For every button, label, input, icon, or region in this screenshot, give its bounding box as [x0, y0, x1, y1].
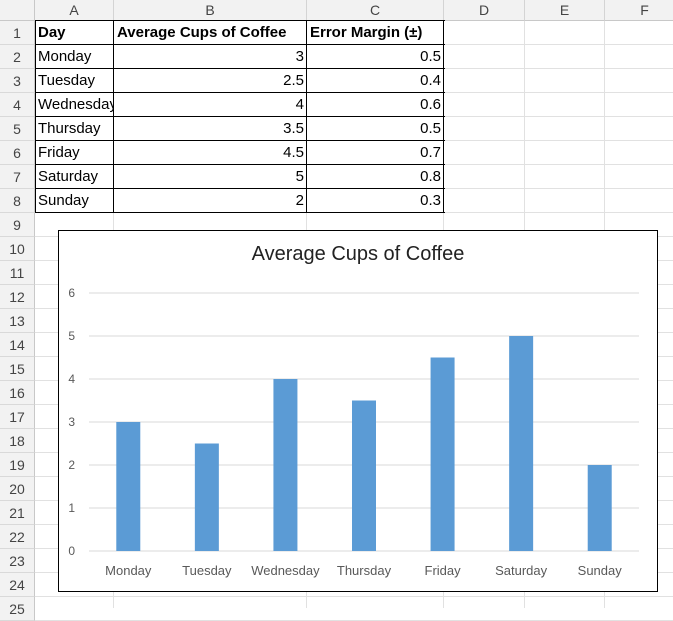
table-cell[interactable]: Wednesday: [35, 93, 114, 117]
column-header-b[interactable]: B: [114, 0, 307, 21]
y-tick-label: 5: [68, 329, 75, 343]
y-tick-label: 1: [68, 501, 75, 515]
row-header-4[interactable]: 4: [0, 93, 35, 117]
row-header-16[interactable]: 16: [0, 381, 35, 405]
table-border: [35, 20, 445, 21]
table-cell[interactable]: Sunday: [35, 189, 114, 213]
table-cell[interactable]: Thursday: [35, 117, 114, 141]
table-border: [35, 92, 445, 93]
row-header-23[interactable]: 23: [0, 549, 35, 573]
table-cell[interactable]: Tuesday: [35, 69, 114, 93]
table-border: [35, 116, 445, 117]
row-header-14[interactable]: 14: [0, 333, 35, 357]
row-header-12[interactable]: 12: [0, 285, 35, 309]
x-tick-label: Saturday: [495, 563, 548, 578]
x-tick-label: Monday: [105, 563, 152, 578]
table-cell[interactable]: 0.7: [307, 141, 444, 165]
row-header-18[interactable]: 18: [0, 429, 35, 453]
plot-area: 0 1 2 3 4 5 6 Monday Tuesday Wednesday Thursday Fri…: [68, 286, 639, 578]
row-header-21[interactable]: 21: [0, 501, 35, 525]
row-header-17[interactable]: 17: [0, 405, 35, 429]
bar-monday: [116, 422, 141, 551]
x-tick-label: Thursday: [337, 563, 392, 578]
table-header-cell[interactable]: Error Margin (±): [307, 21, 444, 45]
bar-wednesday: [273, 379, 298, 551]
row-header-9[interactable]: 9: [0, 213, 35, 237]
bar-friday: [430, 357, 455, 551]
table-cell[interactable]: 2: [114, 189, 307, 213]
row-header-8[interactable]: 8: [0, 189, 35, 213]
table-border: [113, 20, 114, 213]
table-cell[interactable]: 0.8: [307, 165, 444, 189]
row-header-11[interactable]: 11: [0, 261, 35, 285]
row-header-7[interactable]: 7: [0, 165, 35, 189]
column-header-a[interactable]: A: [35, 0, 114, 21]
y-tick-label: 2: [68, 458, 75, 472]
x-tick-label: Friday: [425, 563, 462, 578]
row-header-24[interactable]: 24: [0, 573, 35, 597]
table-cell[interactable]: Monday: [35, 45, 114, 69]
table-cell[interactable]: 5: [114, 165, 307, 189]
table-cell[interactable]: 3.5: [114, 117, 307, 141]
table-cell[interactable]: Saturday: [35, 165, 114, 189]
y-tick-label: 3: [68, 415, 75, 429]
table-border: [35, 20, 36, 213]
table-cell[interactable]: 0.4: [307, 69, 444, 93]
row-header-15[interactable]: 15: [0, 357, 35, 381]
table-border: [35, 212, 445, 213]
row-header-6[interactable]: 6: [0, 141, 35, 165]
row-header-2[interactable]: 2: [0, 45, 35, 69]
bar-sunday: [587, 465, 612, 551]
table-border: [306, 20, 307, 213]
row-header-25[interactable]: 25: [0, 597, 35, 621]
select-all-corner[interactable]: [0, 0, 35, 21]
table-border: [35, 44, 445, 45]
table-cell[interactable]: 2.5: [114, 69, 307, 93]
x-tick-label: Tuesday: [182, 563, 232, 578]
row-header-22[interactable]: 22: [0, 525, 35, 549]
bar-thursday: [352, 400, 376, 551]
row-header-1[interactable]: 1: [0, 21, 35, 45]
table-border: [35, 68, 445, 69]
row-header-3[interactable]: 3: [0, 69, 35, 93]
table-border: [443, 20, 444, 213]
table-cell[interactable]: 3: [114, 45, 307, 69]
table-cell[interactable]: 0.6: [307, 93, 444, 117]
table-border: [35, 188, 445, 189]
y-tick-label: 6: [68, 286, 75, 300]
column-header-d[interactable]: D: [444, 0, 525, 21]
table-border: [35, 164, 445, 165]
table-cell[interactable]: 0.5: [307, 117, 444, 141]
table-cell[interactable]: 4: [114, 93, 307, 117]
chart-title: Average Cups of Coffee: [251, 243, 465, 265]
y-tick-label: 4: [68, 372, 75, 386]
column-chart[interactable]: Average Cups of Coffee 0 1 2 3 4 5 6 Monday Tues…: [58, 230, 658, 592]
gridline-horizontal: [35, 596, 673, 597]
table-cell[interactable]: 0.3: [307, 189, 444, 213]
column-header-e[interactable]: E: [525, 0, 605, 21]
table-cell[interactable]: 0.5: [307, 45, 444, 69]
y-tick-label: 0: [68, 544, 75, 558]
row-header-19[interactable]: 19: [0, 453, 35, 477]
row-header-10[interactable]: 10: [0, 237, 35, 261]
table-header-cell[interactable]: Average Cups of Coffee: [114, 21, 307, 45]
row-header-5[interactable]: 5: [0, 117, 35, 141]
bar-tuesday: [194, 443, 219, 551]
row-header-20[interactable]: 20: [0, 477, 35, 501]
table-header-cell[interactable]: Day: [35, 21, 114, 45]
table-cell[interactable]: 4.5: [114, 141, 307, 165]
row-header-13[interactable]: 13: [0, 309, 35, 333]
x-tick-label: Wednesday: [251, 563, 320, 578]
table-cell[interactable]: Friday: [35, 141, 114, 165]
table-border: [35, 140, 445, 141]
bar-saturday: [509, 336, 534, 551]
column-header-f[interactable]: F: [605, 0, 673, 21]
x-tick-label: Sunday: [578, 563, 623, 578]
column-header-c[interactable]: C: [307, 0, 444, 21]
